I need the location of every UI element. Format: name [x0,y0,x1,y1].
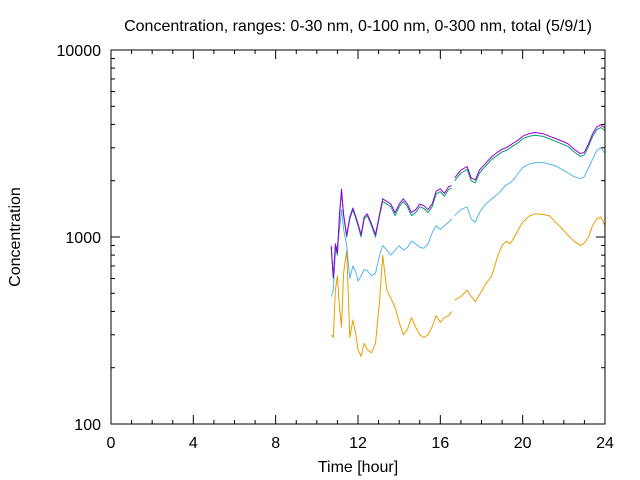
plot-frame [110,49,606,425]
series-line-segment [330,187,452,279]
chart-title: Concentration, ranges: 0-30 nm, 0-100 nm… [124,18,592,35]
x-axis-label: Time [hour] [318,459,398,476]
series-3 [330,127,606,279]
y-axis-tick-labels: 100 1000 10000 [57,43,102,434]
x-tick-label: 16 [431,435,449,452]
x-tick-label: 20 [514,435,532,452]
series-2 [330,147,606,297]
series-layer [330,124,606,357]
series-line-segment [454,124,606,181]
series-line-segment [330,185,452,278]
x-tick-label: 8 [271,435,280,452]
series-line-segment [330,209,453,297]
y-tick-label: 100 [74,417,101,434]
y-axis-ticks [111,49,605,425]
series-1 [330,213,606,357]
series-line-segment [454,147,606,223]
series-line-segment [454,127,606,184]
y-tick-label: 1000 [65,230,101,247]
x-axis-tick-labels: 0 4 8 12 16 20 24 [107,435,614,452]
x-tick-label: 0 [107,435,116,452]
x-tick-label: 24 [596,435,614,452]
x-axis-ticks [110,50,606,424]
series-4 [330,124,606,278]
y-axis-label: Concentration [7,187,24,287]
series-line-segment [330,249,453,357]
series-line-segment [454,213,606,303]
x-tick-label: 12 [349,435,367,452]
y-tick-label: 10000 [57,43,102,60]
x-tick-label: 4 [189,435,198,452]
